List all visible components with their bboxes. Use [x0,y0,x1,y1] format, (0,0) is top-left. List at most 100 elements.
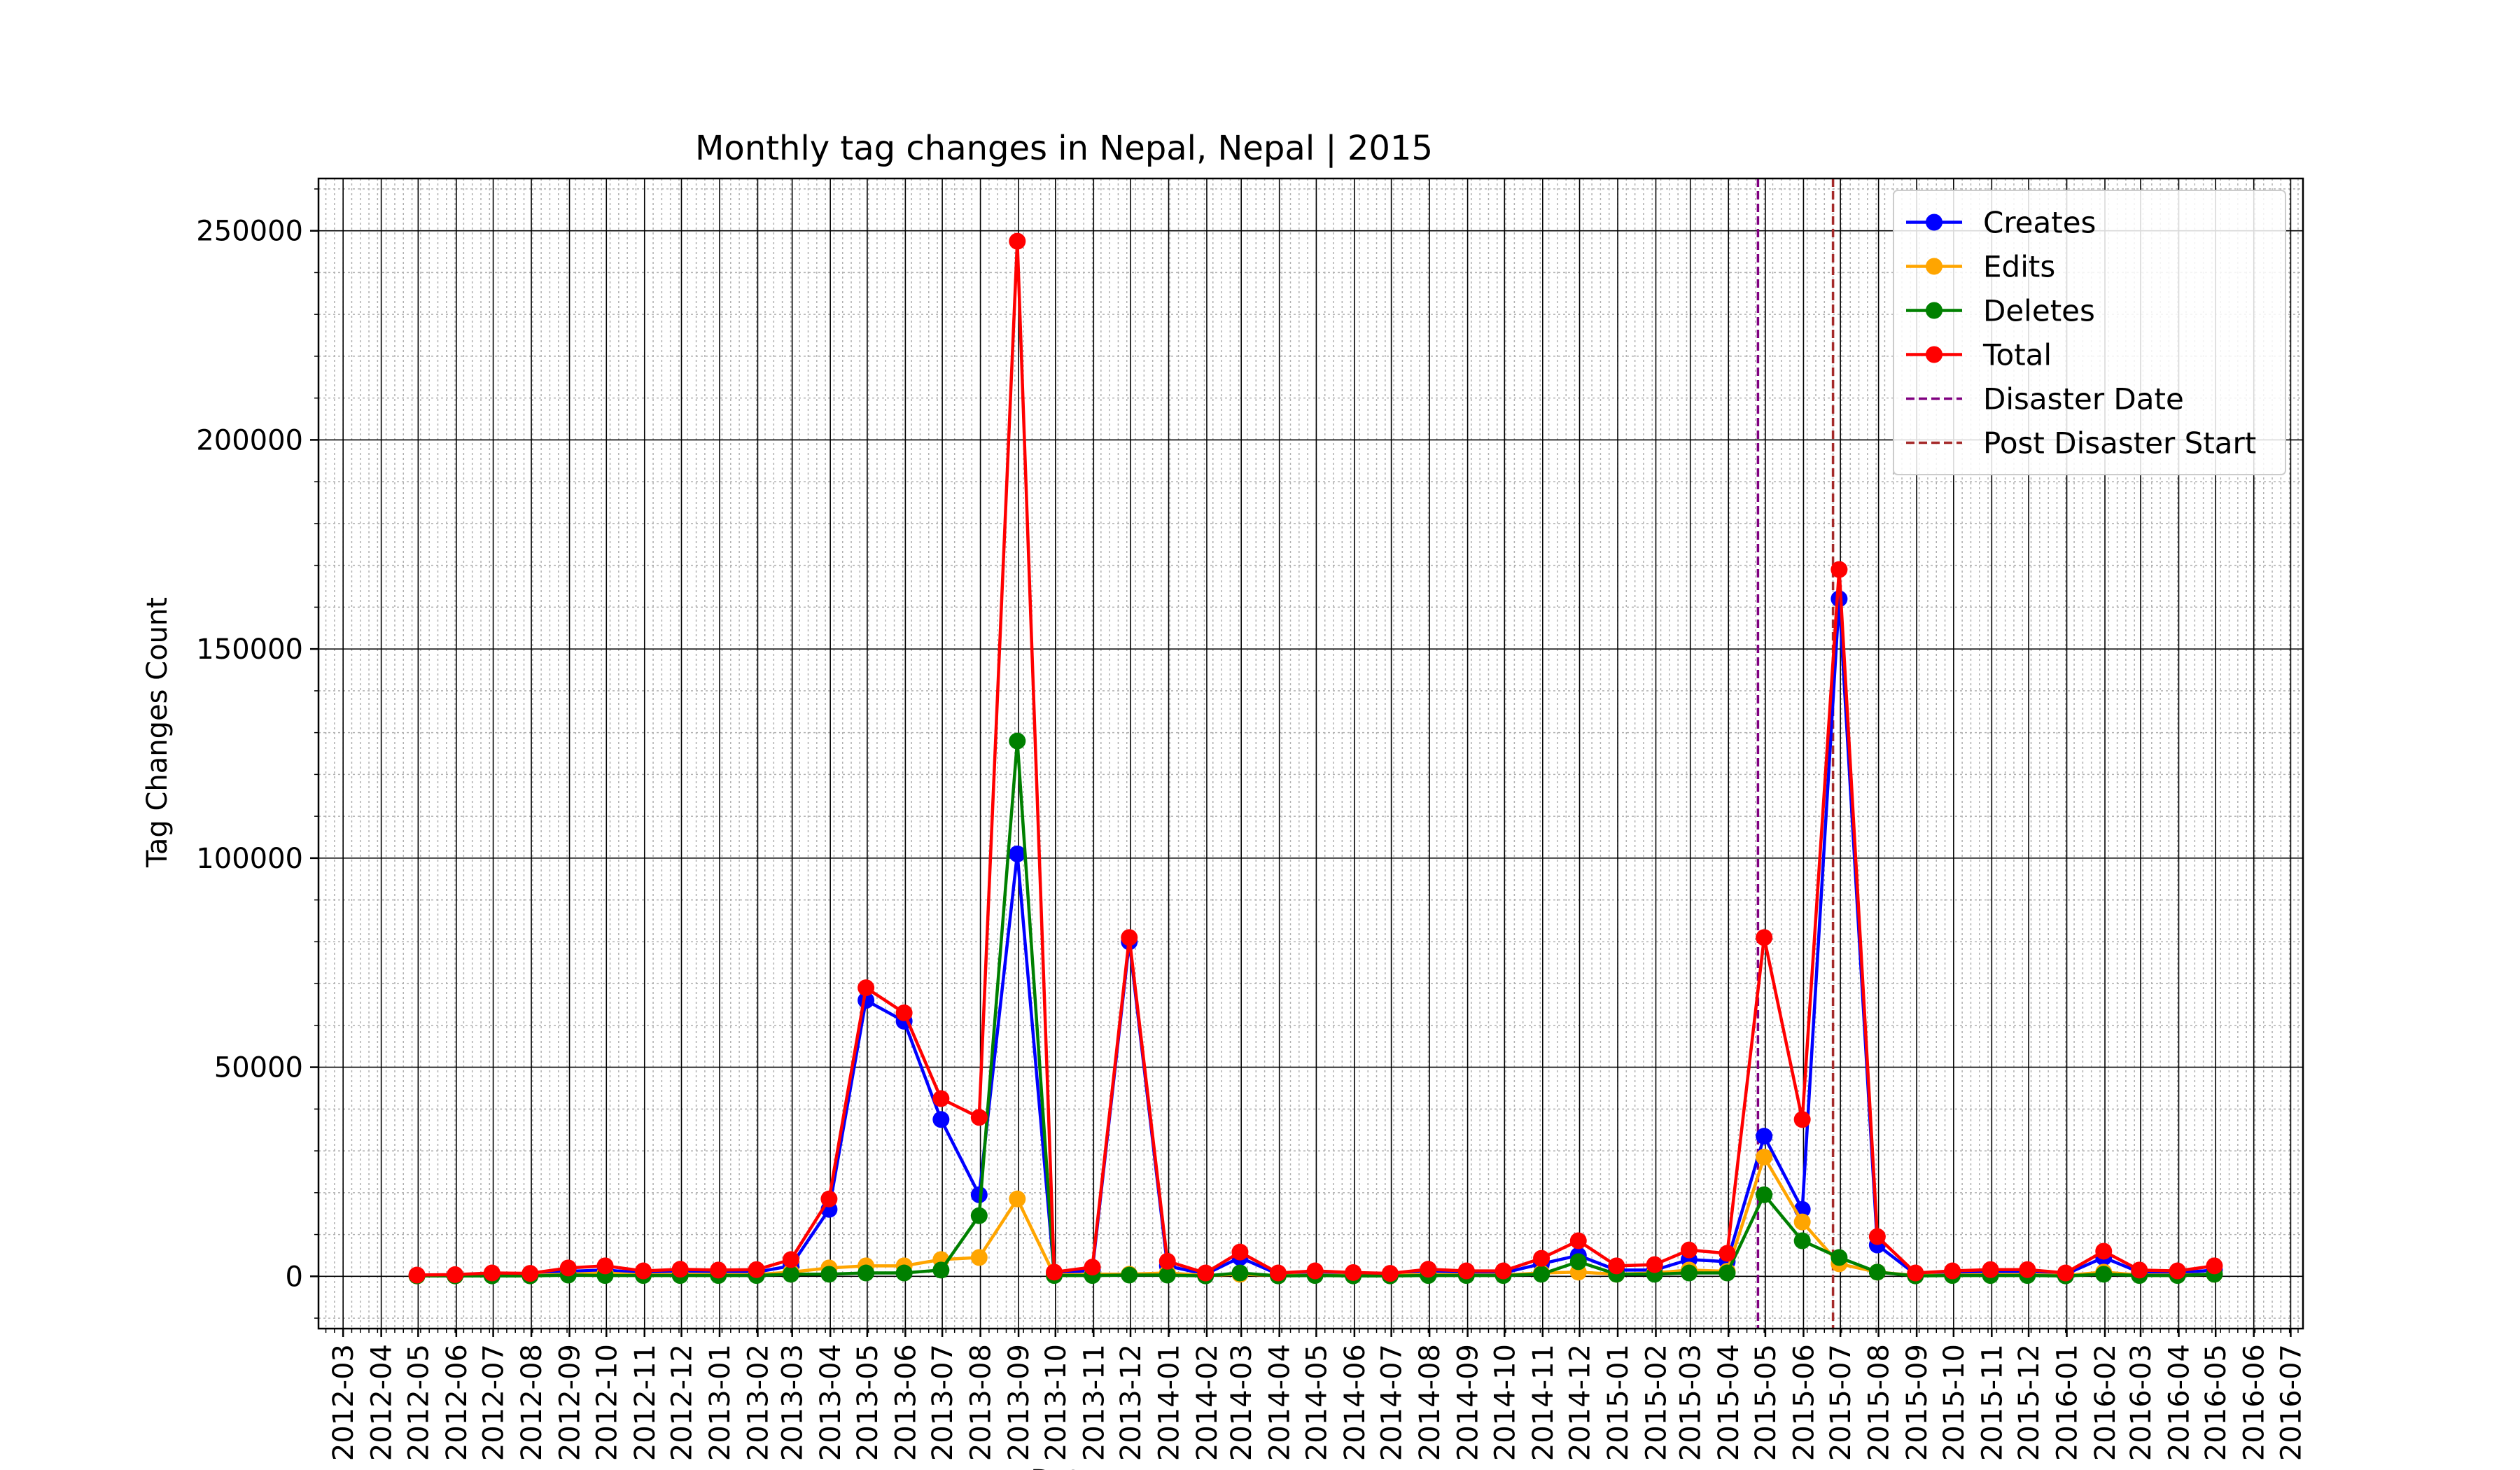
y-tick-label: 50000 [214,1052,303,1084]
point-total [447,1266,464,1283]
point-deletes [1680,1264,1698,1282]
x-tick-label: 2014-03 [1226,1344,1258,1461]
point-deletes [1009,732,1026,750]
series-total [408,232,2223,1284]
x-tick-label: 2013-07 [927,1344,959,1461]
point-total [820,1190,838,1208]
x-tick-label: 2013-02 [742,1344,774,1461]
point-deletes [1830,1249,1848,1266]
x-tick-label: 2014-06 [1339,1344,1371,1461]
legend-entry-creates: Creates [1906,206,2096,240]
chart-title: Monthly tag changes in Nepal, Nepal | 20… [695,129,1433,168]
point-total [1420,1261,1437,1278]
y-tick-label: 150000 [196,634,303,666]
point-total [1680,1241,1698,1259]
point-total [483,1264,500,1282]
legend-label-edits: Edits [1983,250,2055,284]
point-total [748,1261,765,1278]
data-series [408,232,2223,1284]
point-total [1009,232,1026,250]
x-tick-label: 2015-09 [1901,1344,1933,1461]
x-tick-label: 2013-04 [815,1344,847,1461]
x-tick-label: 2012-08 [516,1344,548,1461]
point-deletes [858,1264,875,1282]
x-tick-label: 2012-12 [666,1344,698,1461]
point-deletes [2095,1266,2113,1283]
point-total [932,1090,950,1107]
x-tick-label: 2013-08 [965,1344,997,1461]
point-total [1569,1232,1587,1250]
x-tick-label: 2015-07 [1825,1344,1857,1461]
point-deletes [1533,1266,1550,1283]
point-total [1231,1243,1249,1261]
point-total [635,1262,652,1280]
x-tick-label: 2014-02 [1191,1344,1224,1461]
x-tick-label: 2015-01 [1602,1344,1634,1461]
x-tick-label: 2015-06 [1788,1344,1820,1461]
legend-entry-total: Total [1906,338,2052,372]
point-deletes [1793,1232,1811,1250]
point-deletes [895,1264,913,1282]
legend-label-deletes: Deletes [1983,294,2095,328]
legend-label-post-disaster-start: Post Disaster Start [1983,426,2256,461]
x-tick-label: 2014-12 [1564,1344,1597,1461]
point-deletes [1718,1264,1736,1282]
x-tick-label: 2015-11 [1976,1344,2008,1461]
point-deletes [782,1266,799,1283]
x-tick-label: 2012-06 [441,1344,473,1461]
point-deletes [820,1266,838,1283]
x-tick-label: 2012-03 [328,1344,360,1461]
y-tick-label: 200000 [196,424,303,456]
point-creates [1009,845,1026,862]
x-tick-label: 2016-03 [2125,1344,2157,1461]
legend-marker-total [1926,346,1942,363]
point-total [1494,1262,1512,1280]
legend-entry-deletes: Deletes [1906,294,2095,328]
point-total [408,1266,426,1284]
x-tick-label: 2015-02 [1641,1344,1673,1461]
x-tick-label: 2014-05 [1301,1344,1333,1461]
point-total [1830,561,1848,578]
point-total [1084,1259,1101,1276]
legend-marker-deletes [1926,302,1942,319]
x-tick-label: 2014-11 [1527,1344,1560,1461]
x-tick-label: 2012-09 [554,1344,587,1461]
point-total [2131,1261,2148,1279]
legend-label-creates: Creates [1983,206,2096,240]
x-tick-label: 2012-04 [366,1344,398,1461]
x-tick-label: 2012-07 [478,1344,510,1461]
point-deletes [1231,1264,1249,1282]
x-tick-label: 2012-10 [591,1344,623,1461]
x-tick-label: 2015-05 [1750,1344,1782,1461]
point-deletes [932,1261,950,1279]
point-edits [1793,1213,1811,1231]
point-total [1345,1264,1362,1281]
legend-entry-disaster-date: Disaster Date [1906,382,2184,416]
point-total [671,1261,689,1278]
point-edits [970,1249,988,1266]
point-total [1121,929,1138,946]
point-total [1046,1264,1063,1281]
x-tick-label: 2013-03 [777,1344,809,1461]
legend-entry-edits: Edits [1906,250,2055,284]
point-total [782,1251,799,1268]
point-total [710,1261,727,1279]
point-total [1718,1245,1736,1262]
point-total [1608,1257,1625,1275]
point-deletes [970,1207,988,1224]
point-total [1197,1264,1214,1282]
point-deletes [1569,1253,1587,1270]
point-total [1793,1111,1811,1128]
x-tick-label: 2013-11 [1078,1344,1110,1461]
x-tick-label: 2013-06 [890,1344,922,1461]
x-tick-label: 2012-11 [629,1344,662,1461]
point-edits [1756,1149,1773,1166]
point-total [2095,1242,2113,1260]
point-creates [970,1186,988,1203]
point-deletes [1121,1266,1138,1284]
y-axis-label: Tag Changes Count [141,597,174,868]
point-total [1269,1264,1287,1282]
point-creates [932,1111,950,1128]
x-tick-label: 2014-10 [1489,1344,1521,1461]
point-deletes [1868,1264,1886,1281]
